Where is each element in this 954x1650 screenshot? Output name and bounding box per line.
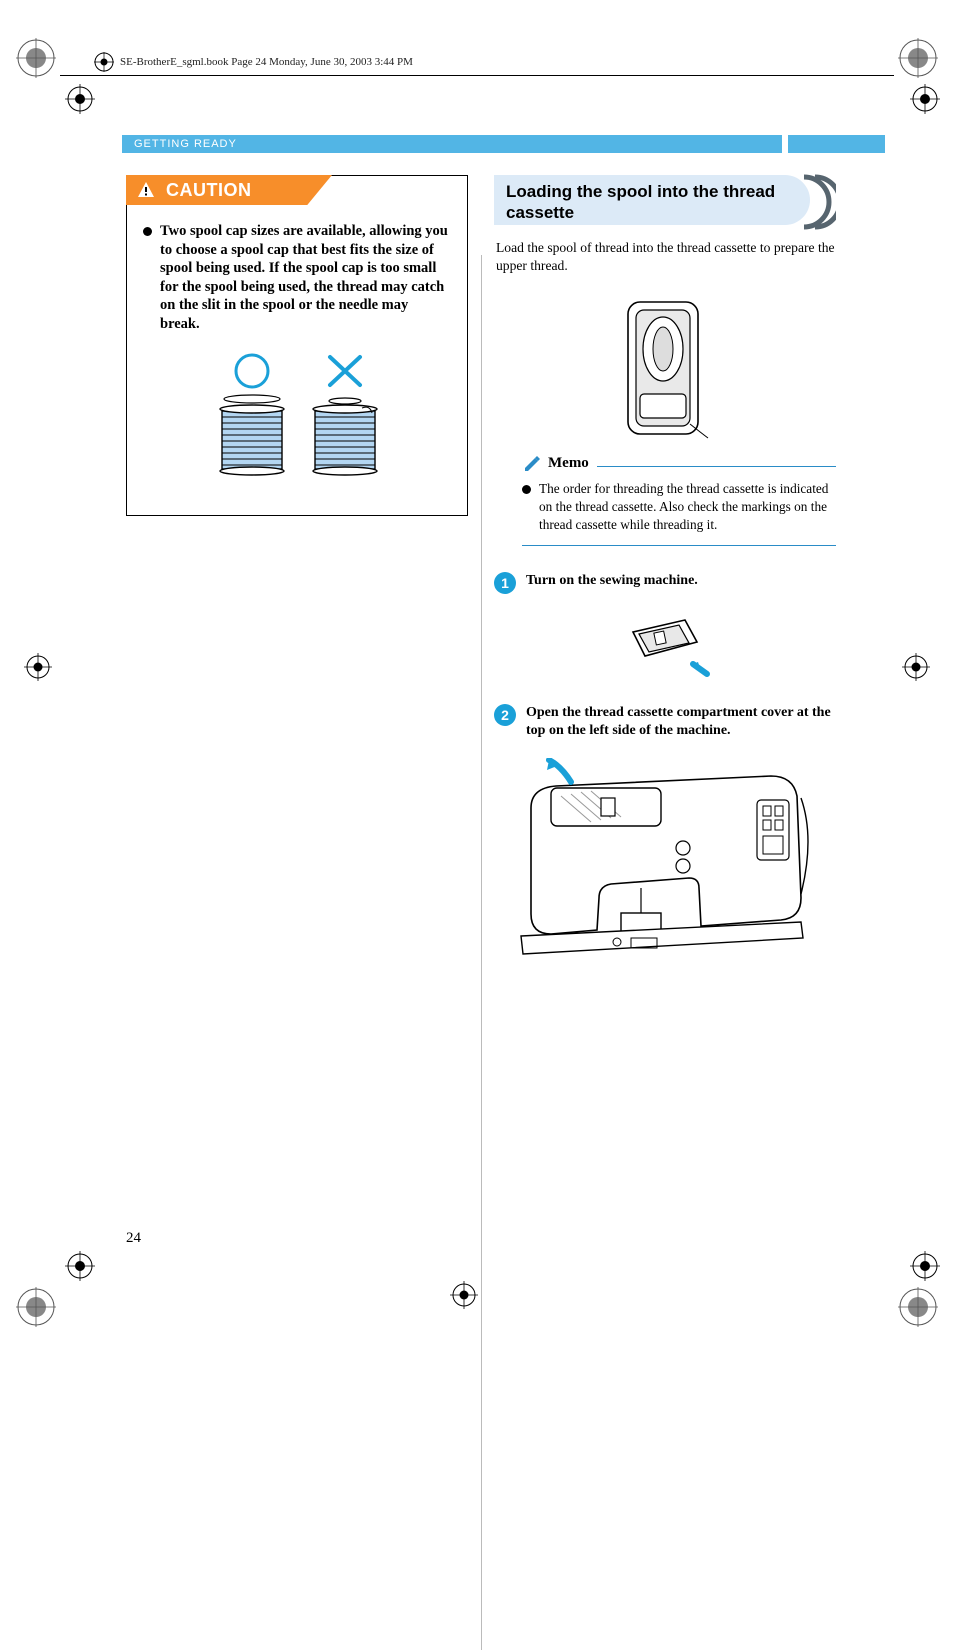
step-text-1: Turn on the sewing machine. [526,572,698,590]
cropmark-tr [896,36,940,80]
step-number-1: 1 [494,572,516,594]
step-2: 2 Open the thread cassette compartment c… [494,704,836,740]
regmark-bl2 [65,1251,95,1281]
column-divider [481,255,482,1650]
subheading-wrap: Loading the spool into the thread casset… [494,175,836,229]
header-rule [60,75,894,76]
spool-figure [143,351,451,491]
page-number: 24 [126,1230,141,1247]
step-1: 1 Turn on the sewing machine. [494,572,836,594]
machine-figure [486,758,836,968]
cropmark-bl [14,1285,58,1329]
caution-header: CAUTION [126,175,332,205]
cassette-figure [494,294,836,444]
regmark-tl2 [65,84,95,114]
regmark-ml [24,653,52,681]
caution-text: Two spool cap sizes are available, allow… [160,222,451,333]
regmark-bc [450,1281,478,1309]
book-header: SE-BrotherE_sgml.book Page 24 Monday, Ju… [94,52,413,72]
caution-box: CAUTION Two spool cap sizes are availabl… [126,175,468,516]
step-text-2: Open the thread cassette compartment cov… [526,704,836,740]
caution-title: CAUTION [166,180,252,201]
section-label: GETTING READY [134,138,237,150]
subheading: Loading the spool into the thread casset… [494,175,836,224]
book-header-text: SE-BrotherE_sgml.book Page 24 Monday, Ju… [120,56,413,68]
left-column: CAUTION Two spool cap sizes are availabl… [126,175,468,990]
power-switch-figure [494,612,836,682]
regmark-mr [902,653,930,681]
memo-title: Memo [548,455,589,472]
memo-text: The order for threading the thread casse… [539,480,836,534]
intro-text: Load the spool of thread into the thread… [494,239,836,276]
warning-icon [136,180,156,200]
cropmark-br [896,1285,940,1329]
regmark-tr2 [910,84,940,114]
regmark-br2 [910,1251,940,1281]
memo-block: Memo The order for threading the thread … [522,466,836,546]
bullet-icon [143,227,152,236]
step-number-2: 2 [494,704,516,726]
cropmark-tl [14,36,58,80]
bullet-icon [522,485,531,494]
section-band: GETTING READY [122,135,885,153]
pencil-icon [522,454,542,474]
right-column: Loading the spool into the thread casset… [494,175,836,990]
